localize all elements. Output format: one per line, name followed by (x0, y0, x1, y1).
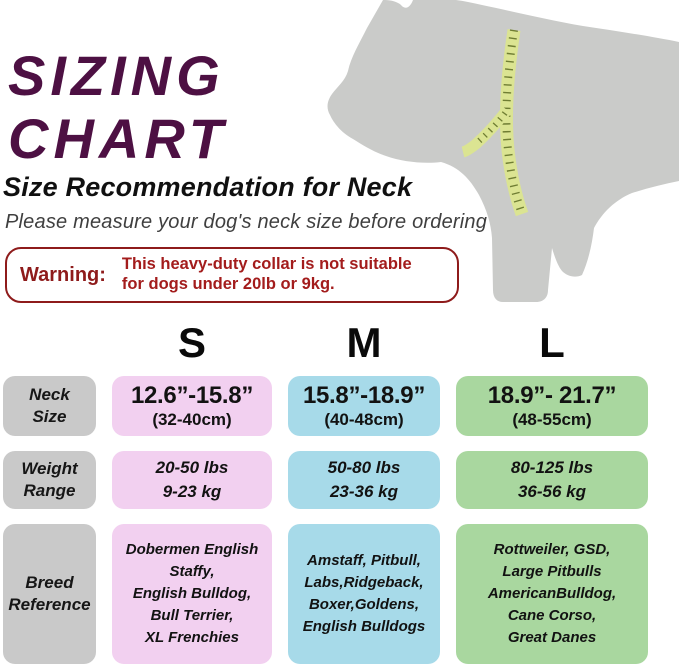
breed-m-line: Labs,Ridgeback, (304, 573, 424, 591)
breed-m-line: Amstaff, Pitbull, (307, 551, 421, 569)
weight-kg-s: 9-23 kg (162, 482, 222, 501)
dog-illustration (327, 0, 679, 302)
neck-range-cm-s: (32-40cm) (152, 410, 232, 429)
breed-s-line: Dobermen English (125, 540, 259, 558)
row-label-neck-size: Neck Size (3, 376, 96, 436)
breed-s-line: XL Frenchies (145, 629, 239, 647)
cell-breed-reference-m: Amstaff, Pitbull, Labs,Ridgeback, Boxer,… (288, 524, 440, 664)
row-label-weight-range: Weight Range (3, 451, 96, 509)
neck-range-m: 15.8”-18.9” (302, 382, 426, 409)
size-table: S M L Neck Size 12.6”-15.8” (32-40cm) 15… (3, 319, 648, 664)
warning-message: This heavy-duty collar is not suitable f… (122, 255, 412, 295)
row-label-breed-reference: Breed Reference (3, 524, 96, 664)
neck-range-cm-l: (48-55cm) (512, 410, 592, 429)
table-corner-spacer (3, 331, 96, 361)
measure-note: Please measure your dog's neck size befo… (5, 211, 488, 233)
cell-neck-size-m: 15.8”-18.9” (40-48cm) (288, 376, 440, 436)
cell-breed-reference-l: Rottweiler, GSD, Large Pitbulls American… (456, 524, 648, 664)
breed-l-line: AmericanBulldog, (487, 584, 617, 602)
warning-label: Warning: (20, 263, 106, 286)
column-header-l: L (539, 319, 565, 367)
warning-message-line1: This heavy-duty collar is not suitable (121, 255, 412, 274)
weight-lbs-s: 20-50 lbs (155, 458, 229, 478)
cell-weight-range-s: 20-50 lbs 9-23 kg (112, 451, 272, 509)
measuring-tape (461, 29, 529, 217)
page-title-line1: SIZING (8, 44, 225, 107)
page-title-line2: CHART (8, 107, 228, 171)
warning-message-line2: for dogs under 20lb or 9kg. (121, 275, 335, 293)
neck-range-s: 12.6”-15.8” (130, 382, 254, 409)
page-title: SIZING CHART (8, 44, 228, 171)
weight-kg-l: 36-56 kg (517, 482, 587, 501)
cell-neck-size-l: 18.9”- 21.7” (48-55cm) (456, 376, 648, 436)
breed-s-line: English Bulldog, (132, 584, 252, 602)
page-subtitle: Size Recommendation for Neck (3, 172, 413, 202)
cell-breed-reference-s: Dobermen English Staffy, English Bulldog… (112, 524, 272, 664)
breed-l-line: Large Pitbulls (502, 562, 602, 580)
breed-l-line: Great Danes (507, 629, 597, 647)
neck-range-cm-m: (40-48cm) (324, 410, 404, 429)
weight-lbs-m: 50-80 lbs (327, 458, 401, 478)
weight-lbs-l: 80-125 lbs (510, 458, 594, 478)
cell-weight-range-l: 80-125 lbs 36-56 kg (456, 451, 648, 509)
breed-m-line: English Bulldogs (302, 618, 426, 636)
neck-range-l: 18.9”- 21.7” (487, 382, 617, 409)
breed-l-line: Cane Corso, (507, 607, 597, 625)
breed-m-line: Boxer,Goldens, (308, 596, 420, 613)
breed-s-line: Bull Terrier, (150, 607, 234, 625)
column-header-s: S (177, 319, 206, 367)
breed-s-line: Staffy, (169, 562, 215, 580)
breed-l-line: Rottweiler, GSD, (493, 540, 611, 558)
column-header-m: M (346, 319, 382, 367)
cell-weight-range-m: 50-80 lbs 23-36 kg (288, 451, 440, 509)
warning-box: Warning: This heavy-duty collar is not s… (5, 247, 459, 303)
cell-neck-size-s: 12.6”-15.8” (32-40cm) (112, 376, 272, 436)
weight-kg-m: 23-36 kg (329, 482, 399, 501)
